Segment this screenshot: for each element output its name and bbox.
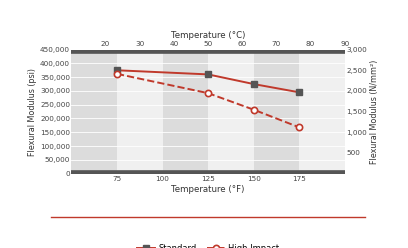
Bar <box>299 50 345 174</box>
Bar <box>162 50 208 174</box>
Y-axis label: Flexural Modulus (psi): Flexural Modulus (psi) <box>28 68 37 155</box>
X-axis label: Temperature (°F): Temperature (°F) <box>171 185 245 194</box>
Bar <box>254 50 299 174</box>
Y-axis label: Flexural Modulus (N/mm²): Flexural Modulus (N/mm²) <box>370 60 379 164</box>
Bar <box>71 50 117 174</box>
Bar <box>208 50 254 174</box>
Legend: Standard, High Impact: Standard, High Impact <box>133 241 283 248</box>
Bar <box>117 50 162 174</box>
X-axis label: Temperature (°C): Temperature (°C) <box>171 31 245 40</box>
